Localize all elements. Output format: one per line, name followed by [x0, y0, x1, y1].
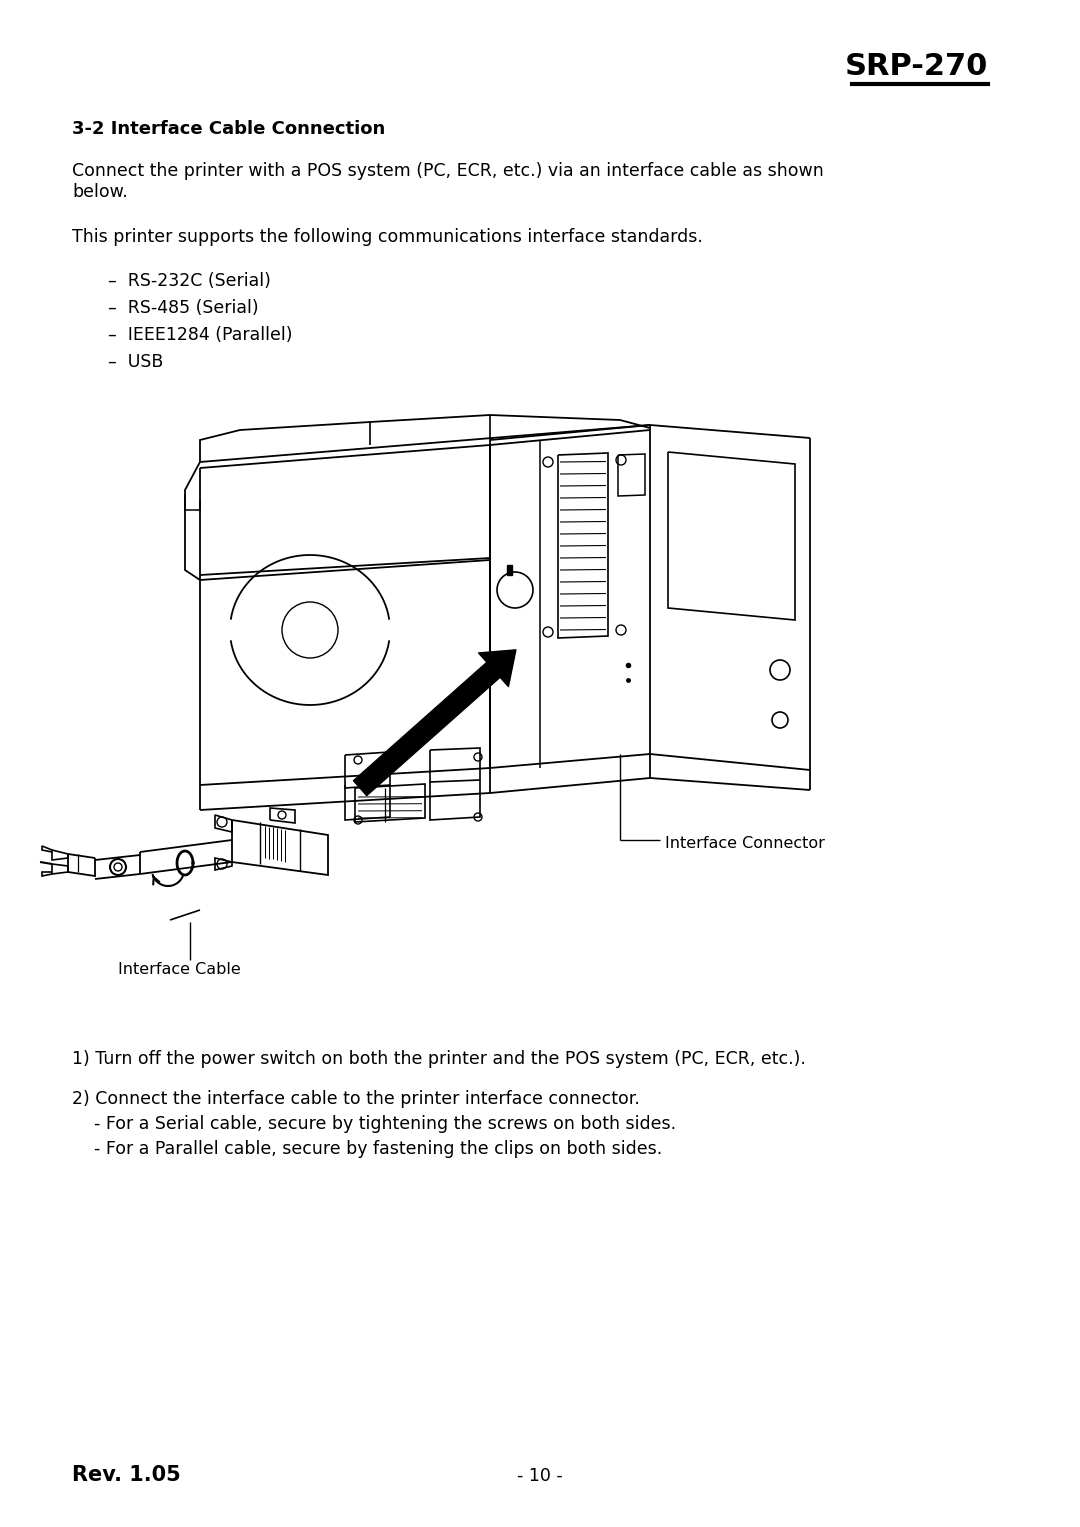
Text: Interface Connector: Interface Connector [665, 835, 825, 851]
Text: –  RS-485 (Serial): – RS-485 (Serial) [108, 299, 258, 318]
Text: Connect the printer with a POS system (PC, ECR, etc.) via an interface cable as : Connect the printer with a POS system (P… [72, 162, 824, 200]
Text: - For a Parallel cable, secure by fastening the clips on both sides.: - For a Parallel cable, secure by fasten… [72, 1141, 662, 1157]
Text: - For a Serial cable, secure by tightening the screws on both sides.: - For a Serial cable, secure by tighteni… [72, 1115, 676, 1133]
Text: 1) Turn off the power switch on both the printer and the POS system (PC, ECR, et: 1) Turn off the power switch on both the… [72, 1051, 806, 1067]
Text: - 10 -: - 10 - [517, 1467, 563, 1484]
Bar [507, 565, 512, 576]
Text: Rev. 1.05: Rev. 1.05 [72, 1464, 180, 1484]
Text: Interface Cable: Interface Cable [118, 962, 241, 977]
Text: SRP-270: SRP-270 [845, 52, 988, 81]
Text: 3-2 Interface Cable Connection: 3-2 Interface Cable Connection [72, 121, 386, 137]
Text: –  USB: – USB [108, 353, 163, 371]
Text: 2) Connect the interface cable to the printer interface connector.: 2) Connect the interface cable to the pr… [72, 1090, 639, 1109]
Text: –  RS-232C (Serial): – RS-232C (Serial) [108, 272, 271, 290]
Text: This printer supports the following communications interface standards.: This printer supports the following comm… [72, 228, 703, 246]
Text: –  IEEE1284 (Parallel): – IEEE1284 (Parallel) [108, 325, 293, 344]
